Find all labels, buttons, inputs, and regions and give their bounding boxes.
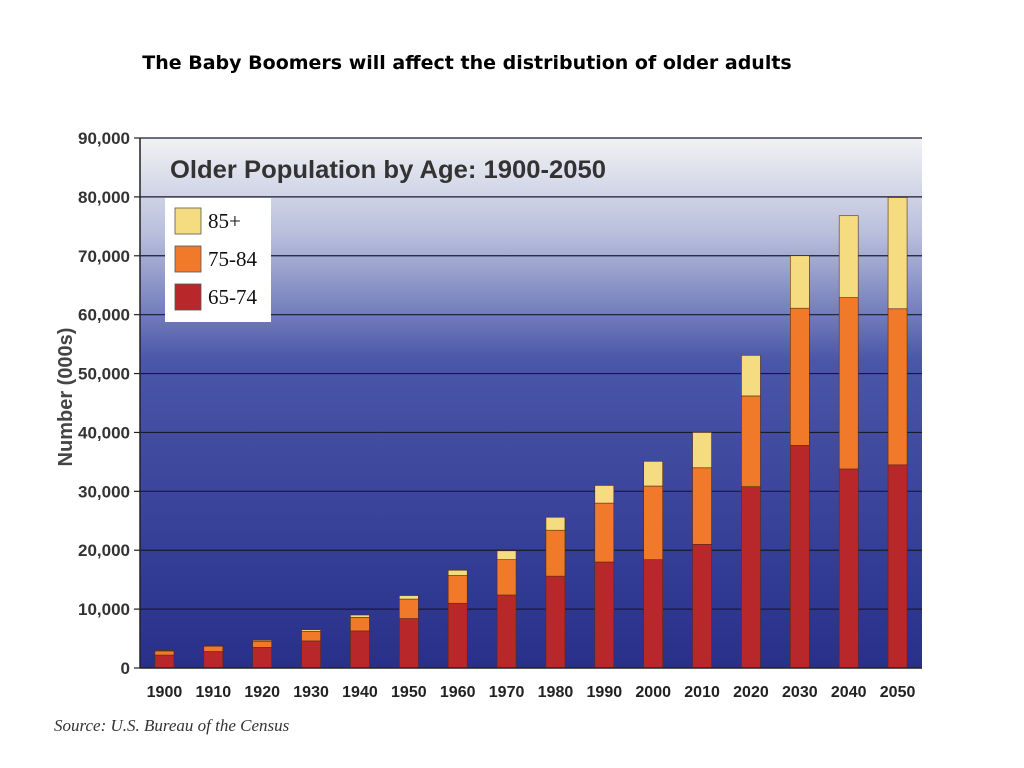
bar-2010-65-74 xyxy=(692,544,712,669)
bar-1910-65-74 xyxy=(203,651,224,669)
x-tick-label: 1900 xyxy=(147,684,183,701)
bar-1930-65-74 xyxy=(301,640,321,669)
bar-1910-75-84 xyxy=(203,645,224,652)
x-tick-label: 1940 xyxy=(342,684,378,701)
x-tick-label: 1950 xyxy=(391,684,427,701)
bar-2000-75-84 xyxy=(643,485,663,560)
legend-swatch-85+ xyxy=(174,207,202,235)
x-tick-label: 1930 xyxy=(293,684,329,701)
bar-1920-85+ xyxy=(252,640,272,642)
bar-1980-75-84 xyxy=(545,529,566,577)
x-tick-label: 2030 xyxy=(782,684,818,701)
bar-1950-85+ xyxy=(399,595,419,600)
y-tick-label: 10,000 xyxy=(78,600,130,619)
bar-2020-85+ xyxy=(741,354,761,397)
y-tick-labels: 0 10,000 20,000 30,000 40,000 50,000 60,000 70,… xyxy=(78,129,140,678)
x-tick-label: 1960 xyxy=(440,684,476,701)
bar-2040-85+ xyxy=(838,215,859,298)
bar-2040-65-74 xyxy=(838,468,859,669)
x-tick-label: 2050 xyxy=(880,684,916,701)
y-tick-label: 60,000 xyxy=(78,306,130,325)
bar-2020-75-84 xyxy=(741,395,761,487)
bar-2010-85+ xyxy=(692,432,712,469)
x-tick-label: 2000 xyxy=(635,684,671,701)
y-axis-label: Number (000s) xyxy=(55,328,77,467)
bar-1900-65-74 xyxy=(154,654,175,669)
y-tick-label: 50,000 xyxy=(78,365,130,384)
bar-2030-85+ xyxy=(790,255,810,309)
bar-1920-75-84 xyxy=(252,641,272,648)
legend: 85+ 75-84 65-74 xyxy=(165,198,271,322)
bar-1900-75-84 xyxy=(154,650,175,656)
y-tick-label: 80,000 xyxy=(78,188,130,207)
bar-1960-85+ xyxy=(447,569,468,576)
x-tick-label: 1910 xyxy=(196,684,232,701)
legend-swatch-65-74 xyxy=(174,283,202,311)
bar-2050-85+ xyxy=(887,197,908,310)
bars xyxy=(154,197,908,669)
bar-2010-75-84 xyxy=(692,467,712,545)
x-tick-label: 1970 xyxy=(489,684,525,701)
bar-1980-85+ xyxy=(545,516,566,531)
legend-label: 75-84 xyxy=(208,247,257,271)
legend-label: 85+ xyxy=(208,209,241,233)
chart-title: Older Population by Age: 1900-2050 xyxy=(170,156,606,184)
x-tick-label: 2040 xyxy=(831,684,867,701)
bar-1970-65-74 xyxy=(496,594,517,669)
bar-2050-75-84 xyxy=(887,308,908,466)
y-tick-label: 70,000 xyxy=(78,247,130,266)
bar-1930-75-84 xyxy=(301,631,321,642)
bar-2000-65-74 xyxy=(643,559,663,669)
bar-1940-65-74 xyxy=(350,630,370,669)
slide-title: The Baby Boomers will affect the distrib… xyxy=(142,52,792,74)
bar-1900-85+ xyxy=(154,650,175,652)
bar-1940-75-84 xyxy=(350,617,370,632)
y-tick-label: 0 xyxy=(121,659,130,678)
bar-2050-65-74 xyxy=(887,464,908,669)
x-tick-label: 2010 xyxy=(684,684,720,701)
bar-2000-85+ xyxy=(643,460,663,487)
bar-1950-75-84 xyxy=(399,598,419,619)
bar-2040-75-84 xyxy=(838,297,859,470)
bar-1980-65-74 xyxy=(545,575,566,669)
x-tick-label: 2020 xyxy=(733,684,769,701)
bar-1930-85+ xyxy=(301,629,321,632)
bar-1960-75-84 xyxy=(447,575,468,604)
bar-1960-65-74 xyxy=(447,602,468,669)
bar-2030-65-74 xyxy=(790,445,810,669)
y-tick-label: 40,000 xyxy=(78,423,130,442)
x-tick-label: 1920 xyxy=(244,684,280,701)
bar-1910-85+ xyxy=(203,645,224,647)
y-tick-label: 90,000 xyxy=(78,129,130,148)
source-note: Source: U.S. Bureau of the Census xyxy=(54,716,290,735)
legend-swatch-75-84 xyxy=(174,245,202,273)
bar-1970-85+ xyxy=(496,550,517,560)
bar-1990-75-84 xyxy=(594,502,615,563)
legend-label: 65-74 xyxy=(208,285,257,309)
y-tick-label: 30,000 xyxy=(78,482,130,501)
bar-2030-75-84 xyxy=(790,307,810,446)
bar-1920-65-74 xyxy=(252,647,272,669)
y-tick-label: 20,000 xyxy=(78,541,130,560)
bar-1990-85+ xyxy=(594,485,615,504)
bar-1970-75-84 xyxy=(496,559,517,596)
x-tick-label: 1980 xyxy=(538,684,574,701)
x-tick-labels: 1900 1910 1920 1930 1940 1950 1960 1970 1980 1990… xyxy=(147,684,916,701)
bar-1950-65-74 xyxy=(399,618,419,669)
bar-1940-85+ xyxy=(350,614,370,618)
x-tick-label: 1990 xyxy=(587,684,623,701)
bar-1990-65-74 xyxy=(594,561,615,669)
bar-2020-65-74 xyxy=(741,486,761,669)
